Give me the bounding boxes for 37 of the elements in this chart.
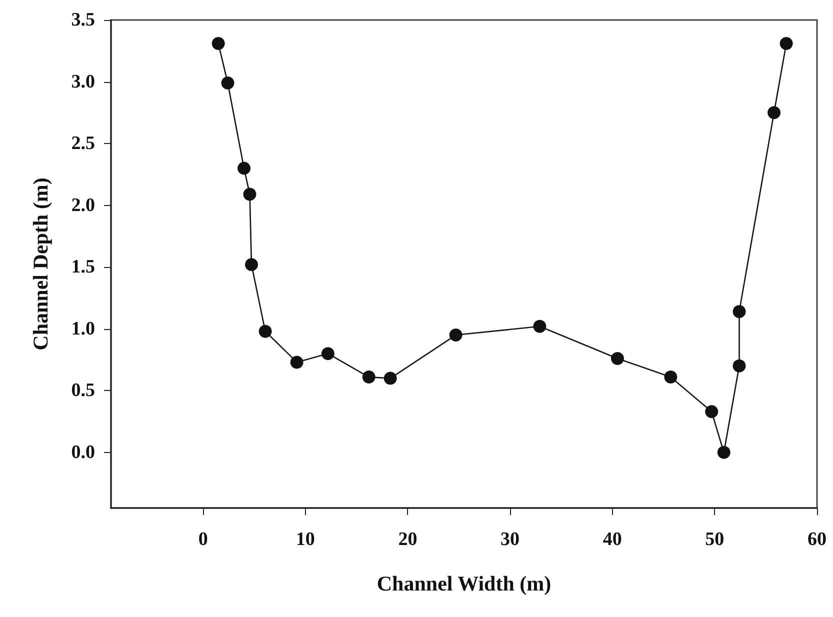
y-tick-label: 0.5: [71, 380, 95, 402]
y-tick-label: 0.0: [71, 442, 95, 463]
point: [664, 370, 678, 384]
x-tick-label: 50: [705, 529, 724, 550]
x-tick-label: 30: [500, 529, 520, 550]
point: [362, 370, 376, 384]
x-tick-label: 60: [808, 529, 826, 550]
point: [768, 106, 781, 120]
point: [384, 372, 397, 385]
y-tick-label: 3.0: [71, 71, 95, 92]
point: [258, 324, 272, 338]
x-tick-label: 20: [398, 529, 418, 550]
point: [732, 359, 746, 372]
point: [238, 162, 251, 175]
point: [717, 446, 730, 459]
y-tick-label: 3.5: [71, 10, 95, 30]
y-tick-label: 2.5: [71, 133, 95, 154]
point: [321, 347, 334, 360]
point: [221, 76, 234, 90]
y-tick-label: 1.0: [71, 318, 95, 340]
point: [212, 36, 225, 50]
point: [243, 188, 256, 201]
point: [290, 356, 304, 369]
y-tick-label: 2.0: [71, 194, 95, 216]
y-tick-label: 1.5: [71, 256, 95, 278]
x-tick-label: 40: [602, 529, 622, 550]
point: [732, 305, 746, 318]
x-tick-label: 10: [296, 529, 315, 550]
point: [533, 320, 546, 333]
x-axis-title: Channel Width (m): [376, 572, 552, 596]
x-tick-label: 0: [198, 529, 208, 550]
y-axis-title: Channel Depth (m): [28, 178, 52, 350]
point: [780, 36, 793, 50]
point: [610, 352, 624, 366]
point: [244, 258, 258, 272]
point: [449, 328, 462, 342]
point: [705, 405, 718, 418]
